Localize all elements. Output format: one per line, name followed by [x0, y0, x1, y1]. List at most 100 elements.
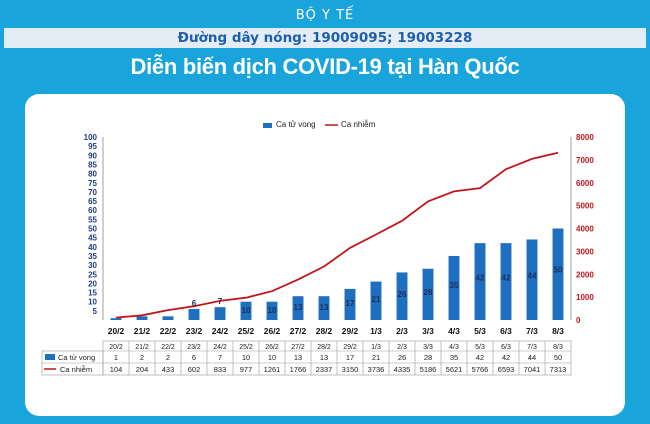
data-table-header-cell: 4/3: [449, 344, 459, 351]
data-table-cell-deaths: 1: [114, 353, 118, 362]
data-table-cell-deaths: 17: [346, 353, 354, 362]
data-table-cell-deaths: 2: [140, 353, 144, 362]
left-axis-tick-label: 40: [88, 243, 97, 252]
x-axis-tick-label: 6/3: [500, 326, 512, 336]
x-axis-tick-label: 22/2: [160, 326, 177, 336]
data-table-cell-deaths: 26: [398, 353, 406, 362]
x-axis-tick-label: 25/2: [238, 326, 255, 336]
data-table-cell-cases: 5766: [472, 365, 489, 374]
bar: [240, 301, 252, 320]
data-table-cell-cases: 833: [214, 365, 227, 374]
data-table-header-cell: 23/2: [187, 344, 201, 351]
bar: [344, 288, 356, 320]
data-table-cell-cases: 433: [162, 365, 175, 374]
data-table-header-cell: 26/2: [265, 344, 279, 351]
data-table-cell-cases: 977: [240, 365, 253, 374]
x-axis-tick-label: 29/2: [342, 326, 359, 336]
data-table-cell-deaths: 10: [242, 353, 250, 362]
right-axis-tick-label: 7000: [576, 156, 594, 165]
bar: [448, 255, 460, 320]
data-table-cell-cases: 6593: [498, 365, 515, 374]
left-axis-tick-label: 20: [88, 279, 97, 288]
data-table-header-cell: 21/2: [135, 344, 149, 351]
x-axis-tick-label: 2/3: [396, 326, 408, 336]
left-axis-tick-label: 65: [88, 197, 97, 206]
data-table-cell-deaths: 50: [554, 353, 562, 362]
bar: [318, 296, 330, 320]
data-table-header-cell: 22/2: [161, 344, 175, 351]
left-axis-tick-label: 100: [84, 133, 98, 142]
data-table-header-cell: 27/2: [291, 344, 305, 351]
right-axis-tick-label: 8000: [576, 133, 594, 142]
bar-value-label: 42: [476, 274, 485, 283]
data-table-cell-deaths: 42: [476, 353, 484, 362]
data-table-cell-cases: 104: [110, 365, 123, 374]
data-table-cell-deaths: 35: [450, 353, 458, 362]
data-table-cell-cases: 602: [188, 365, 201, 374]
bar: [136, 316, 148, 320]
bar-value-label: 13: [320, 303, 329, 312]
bar: [370, 281, 382, 320]
x-axis-tick-label: 21/2: [134, 326, 151, 336]
bar-value-label: 44: [528, 272, 537, 281]
bar: [500, 243, 512, 320]
bar: [526, 239, 538, 320]
x-axis-tick-label: 3/3: [422, 326, 434, 336]
bar: [396, 272, 408, 320]
bar-value-label: 28: [424, 288, 433, 297]
bar-value-label: 10: [242, 306, 251, 315]
data-table-header-cell: 29/2: [343, 344, 357, 351]
bar-value-label: 6: [192, 299, 197, 308]
left-axis-tick-label: 45: [88, 234, 97, 243]
data-table-row-label-cases: Ca nhiễm: [60, 365, 92, 374]
bar-value-label: 7: [218, 297, 223, 306]
left-axis-tick-label: 60: [88, 206, 97, 215]
bar: [292, 296, 304, 320]
left-axis-tick-label: 80: [88, 170, 97, 179]
left-axis-tick-label: 95: [88, 142, 97, 151]
data-table-header-cell: 28/2: [317, 344, 331, 351]
data-table-cell-cases: 3150: [342, 365, 359, 374]
left-axis-tick-label: 85: [88, 160, 97, 169]
left-axis-tick-label: 90: [88, 151, 97, 160]
data-table-header-cell: 8/3: [553, 344, 563, 351]
data-table-header-cell: 6/3: [501, 344, 511, 351]
bar: [188, 309, 200, 320]
left-axis-tick-label: 5: [93, 307, 98, 316]
x-axis-tick-label: 5/3: [474, 326, 486, 336]
right-axis-tick-label: 0: [576, 316, 581, 325]
data-table-cell-deaths: 13: [320, 353, 328, 362]
x-axis-tick-label: 8/3: [552, 326, 564, 336]
data-table-cell-deaths: 42: [502, 353, 510, 362]
data-table-cell-cases: 2337: [316, 365, 333, 374]
data-table-header-cell: 1/3: [371, 344, 381, 351]
bar-value-label: 26: [398, 290, 407, 299]
data-table-header-cell: 2/3: [397, 344, 407, 351]
data-table-cell-deaths: 2: [166, 353, 170, 362]
bar-value-label: 50: [554, 266, 563, 275]
data-table-cell-deaths: 44: [528, 353, 536, 362]
data-table-row-label-deaths: Ca tử vong: [58, 353, 95, 362]
left-axis-tick-label: 35: [88, 252, 97, 261]
data-table-cell-cases: 7041: [524, 365, 541, 374]
data-table-cell-deaths: 21: [372, 353, 380, 362]
legend-label-bar: Ca tử vong: [276, 120, 316, 129]
bar-value-label: 13: [294, 303, 303, 312]
right-axis-tick-label: 6000: [576, 179, 594, 188]
data-table-header-cell: 25/2: [239, 344, 253, 351]
bar: [422, 268, 434, 320]
chart-panel: [25, 94, 625, 416]
x-axis-tick-label: 24/2: [212, 326, 229, 336]
bar: [474, 243, 486, 320]
left-axis-tick-label: 70: [88, 188, 97, 197]
bar: [110, 318, 122, 320]
data-table-cell-cases: 4335: [394, 365, 411, 374]
series-line-cases: [115, 151, 559, 319]
left-axis-tick-label: 10: [88, 298, 97, 307]
x-axis-tick-label: 1/3: [370, 326, 382, 336]
right-axis-tick-label: 5000: [576, 202, 594, 211]
bar: [214, 307, 226, 320]
data-table-cell-deaths: 10: [268, 353, 276, 362]
data-table-header-cell: 3/3: [423, 344, 433, 351]
